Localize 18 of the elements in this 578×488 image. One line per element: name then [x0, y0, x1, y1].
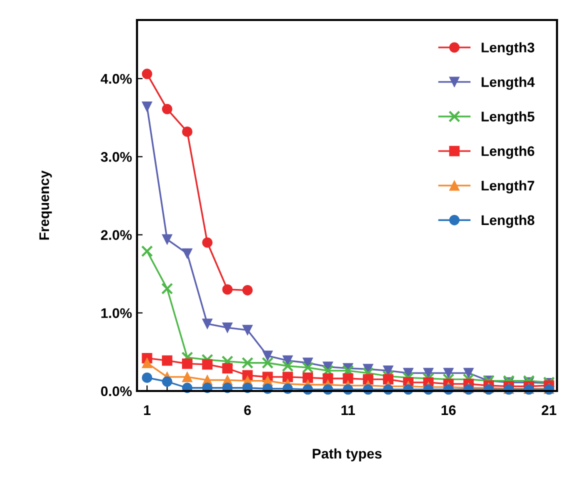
y-tick-label: 4.0% [100, 74, 132, 84]
y-axis-title: Frequency [39, 170, 52, 240]
x-tick-label: 21 [542, 405, 556, 415]
legend-label: Length7 [482, 180, 534, 194]
y-tick-label: 3.0% [100, 152, 132, 162]
x-tick-label: 16 [442, 405, 456, 416]
legend-label: Length8 [482, 214, 534, 228]
y-tick-label: 2.0% [100, 230, 132, 240]
x-tick-label: 11 [342, 405, 355, 415]
x-tick-label: 1 [144, 405, 151, 415]
x-tick-label: 6 [244, 405, 251, 416]
y-tick-label: 0.0% [101, 386, 132, 396]
legend-label: Length5 [482, 111, 534, 124]
y-tick-label: 1.0% [101, 308, 132, 318]
legend-label: Length3 [482, 42, 534, 56]
legend-label: Length6 [482, 146, 534, 159]
legend-label: Length4 [482, 76, 535, 90]
x-axis-title: Path types [312, 448, 382, 462]
